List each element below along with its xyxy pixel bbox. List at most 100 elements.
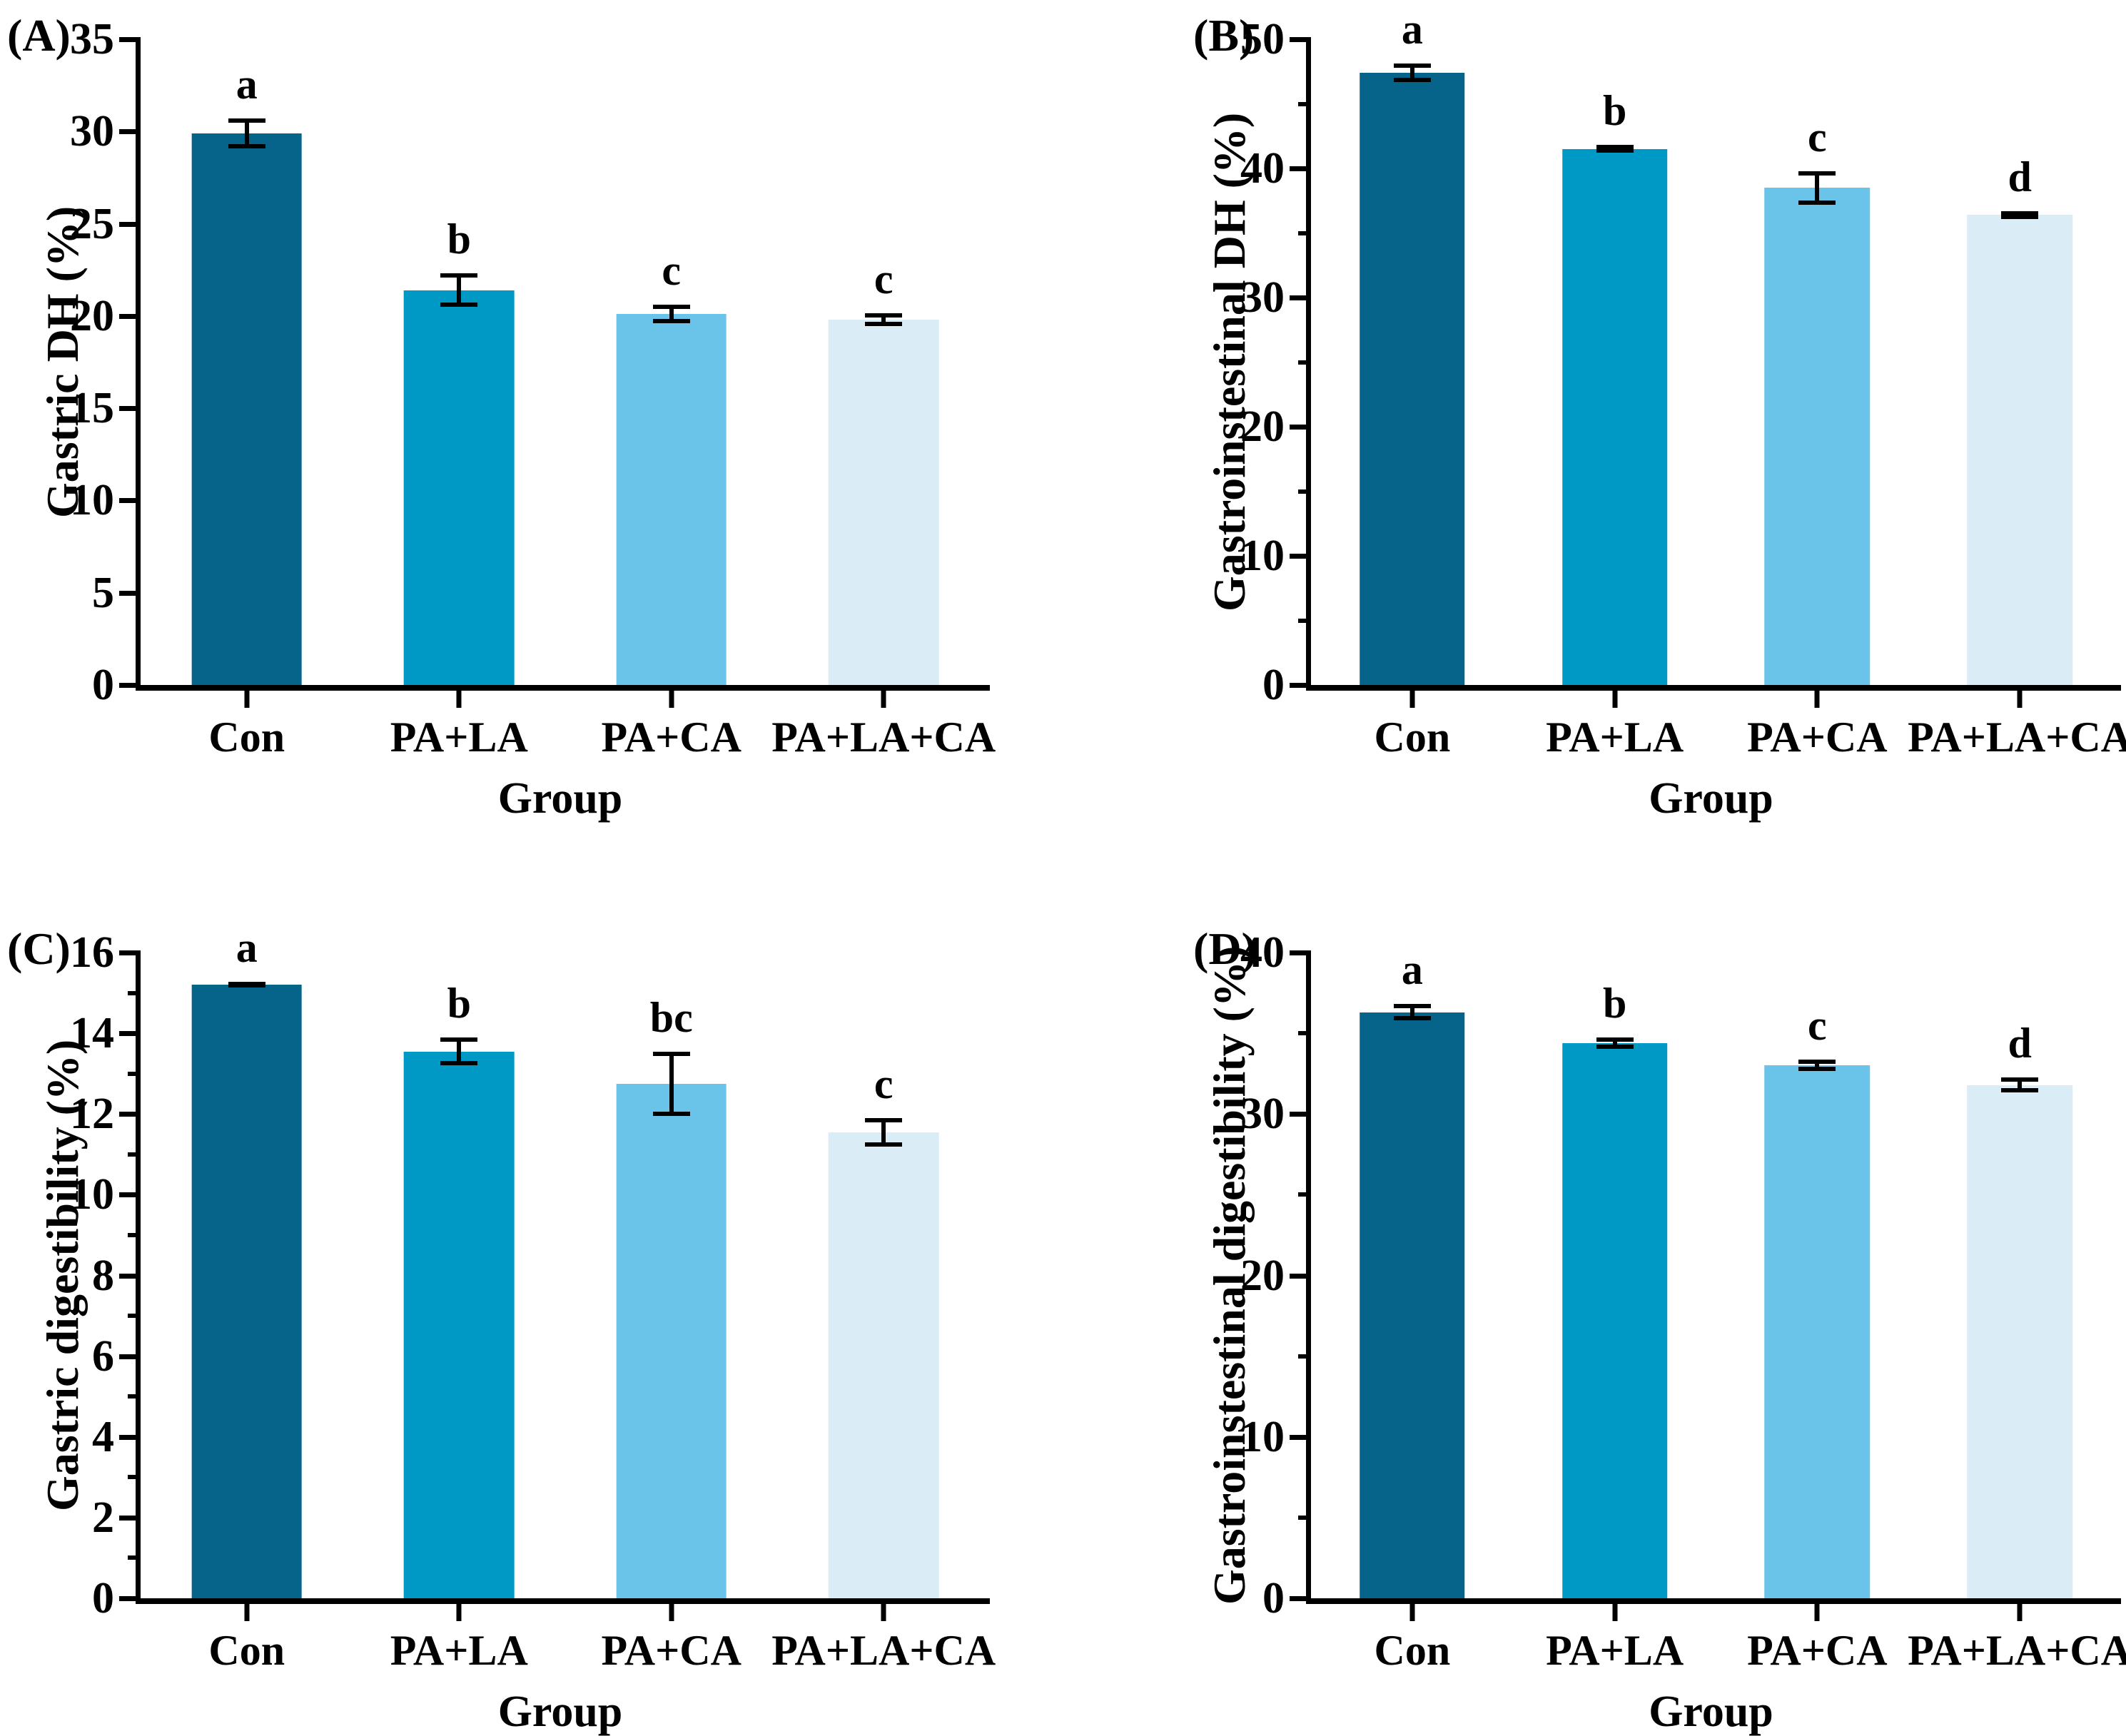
significance-letter: d [2008,153,2032,200]
error-bar-cap [1596,1044,1634,1049]
panel-b: (B) Gastroinstestinal DH (%) 0 10 20 30 40 50… [1063,0,2126,861]
y-axis-major-tick [1290,425,1311,430]
error-bar [1596,145,1634,153]
y-axis-minor-tick [128,990,141,995]
significance-letter: a [1401,946,1423,994]
y-axis-tick-label: 2 [92,1493,114,1542]
x-category-label: PA+CA [601,714,741,761]
error-bar [865,1117,903,1147]
significance-letter: a [1401,6,1423,54]
significance-letter: c [662,247,682,295]
significance-letter: c [1808,1002,1827,1050]
y-axis-tick-label: 30 [1240,273,1285,322]
x-category-label: PA+CA [1747,714,1888,761]
y-axis-tick-label: 15 [70,384,114,433]
error-bar-cap [865,322,903,327]
error-bar-cap [440,1061,478,1066]
bar-pa-la-ca [828,320,939,685]
y-axis-major-tick [119,1596,141,1601]
bar-pa-la [1561,148,1668,685]
y-axis-major-tick [1290,1596,1311,1601]
error-bar-stem [669,305,674,324]
y-axis-tick-label: 4 [92,1412,114,1461]
y-axis-tick-label: 10 [70,476,114,525]
y-axis-tick-label: 20 [1240,1251,1285,1300]
y-axis-major-tick [1290,683,1311,688]
error-bar-cap [652,1112,690,1117]
significance-letter: b [447,215,471,263]
y-axis-major-tick [1290,1112,1311,1117]
y-axis-tick-label: 50 [1240,15,1285,64]
y-axis-major-tick [119,313,141,319]
y-axis-major-tick [119,1354,141,1359]
y-axis-tick-label: 0 [1262,661,1285,709]
panel-d: (D) Gastroinstestinal digestibility (%) … [1063,861,2126,1736]
error-bar-stem [457,1037,462,1066]
bar-con [191,133,303,685]
y-axis-major-tick [119,406,141,412]
panel-b-x-axis-title: Group [1649,774,1773,823]
y-axis-minor-tick [1298,1354,1311,1359]
error-bar-cap [228,143,265,148]
error-bar-stem [2018,1077,2023,1092]
error-bar-stem [1409,1004,1414,1021]
y-axis-major-tick [1290,1434,1311,1440]
error-bar-stem [1612,1037,1617,1049]
bar-con [191,985,303,1598]
y-axis-tick-label: 6 [92,1331,114,1381]
y-axis-tick-label: 0 [1262,1574,1285,1623]
y-axis-tick-label: 8 [92,1251,114,1300]
error-bar [1393,1004,1431,1021]
error-bar [228,118,265,148]
x-axis-tick [669,691,674,708]
y-axis-tick-label: 30 [70,107,114,156]
y-axis-tick-label: 40 [1240,928,1285,977]
y-axis-major-tick [1290,950,1311,955]
y-axis-minor-tick [128,1232,141,1237]
y-axis-major-tick [119,1192,141,1198]
y-axis-minor-tick [1298,360,1311,365]
y-axis-minor-tick [128,1475,141,1480]
significance-letter: a [236,924,258,972]
y-axis-tick-label: 10 [70,1170,114,1219]
y-axis-tick-label: 14 [70,1009,114,1058]
panel-c: (C) Gastric digestibility (%) 0 2 4 6 8 10 12 1… [0,861,1063,1736]
x-axis-tick [881,691,886,708]
x-axis-tick [1612,691,1618,708]
error-bar-cap [228,983,265,988]
x-category-label: PA+LA [1546,714,1684,761]
y-axis-tick-label: 20 [1240,402,1285,451]
x-category-label: Con [208,714,285,761]
x-category-label: Con [1374,714,1451,761]
error-bar-stem [669,1051,674,1117]
panel-c-tag: (C) [7,923,71,974]
x-category-label: PA+LA+CA [1908,714,2126,761]
x-axis-tick [1814,1604,1820,1621]
significance-letter: b [447,979,471,1027]
panel-a: (A) Gastric DH (%) 0 5 10 15 20 25 30 35 a Con b PA… [0,0,1063,861]
y-axis-minor-tick [1298,1515,1311,1520]
panel-b-y-axis-title: Gastroinstestinal DH (%) [1204,112,1255,612]
bar-con [1360,1012,1465,1598]
error-bar [1798,1060,1836,1072]
error-bar-cap [1798,1067,1836,1072]
error-bar-cap [1393,1016,1431,1021]
error-bar [228,982,265,988]
x-axis-tick [1409,1604,1415,1621]
bar-pa-la [403,1051,515,1598]
error-bar [865,313,903,327]
error-bar-stem [1409,64,1414,82]
significance-letter: bc [649,993,693,1041]
error-bar [440,1037,478,1066]
y-axis-minor-tick [1298,1192,1311,1197]
y-axis-tick-label: 16 [70,928,114,977]
x-category-label: PA+LA+CA [1908,1627,2126,1674]
error-bar [1596,1037,1634,1049]
bar-pa-la [403,290,515,685]
y-axis-minor-tick [128,1314,141,1319]
y-axis-major-tick [119,590,141,596]
x-category-label: PA+LA+CA [771,714,996,761]
error-bar-cap [440,302,478,307]
error-bar [2001,210,2039,219]
